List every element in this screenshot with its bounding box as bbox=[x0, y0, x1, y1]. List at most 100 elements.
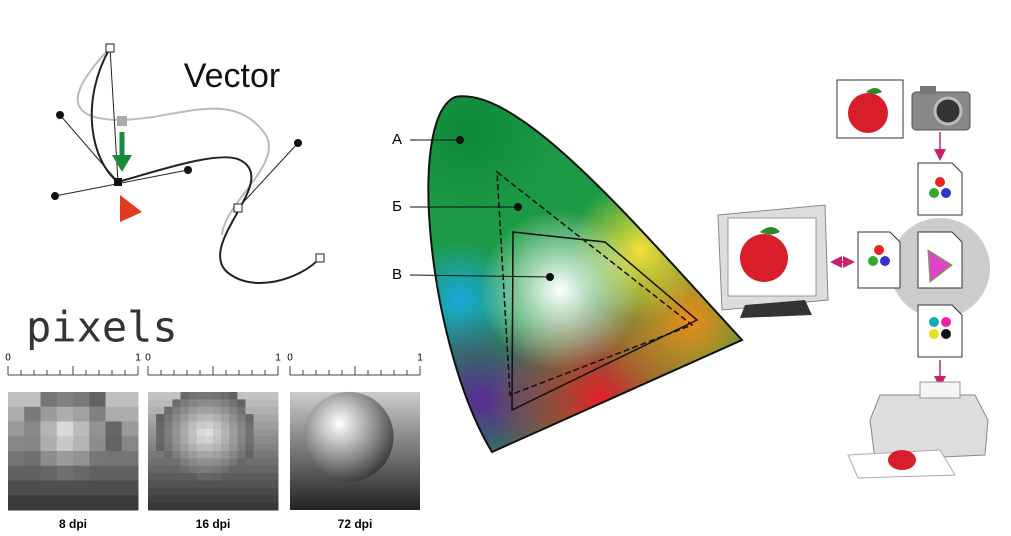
pixel bbox=[221, 473, 230, 481]
pixel bbox=[24, 451, 41, 466]
pixel bbox=[189, 451, 198, 459]
pixel bbox=[205, 451, 214, 459]
pixel bbox=[122, 495, 139, 510]
pixel bbox=[197, 422, 206, 430]
pixel bbox=[270, 399, 279, 407]
pixel bbox=[246, 407, 255, 415]
pixel bbox=[262, 414, 271, 422]
pixel bbox=[89, 481, 106, 496]
pixel bbox=[164, 444, 173, 452]
pixel bbox=[205, 414, 214, 422]
pixel bbox=[41, 407, 58, 422]
pixel bbox=[24, 392, 41, 407]
pixel bbox=[73, 436, 90, 451]
pixel bbox=[164, 458, 173, 466]
pixel bbox=[237, 495, 246, 503]
pixel bbox=[205, 481, 214, 489]
pixel bbox=[262, 399, 271, 407]
pixel bbox=[246, 436, 255, 444]
pixel bbox=[213, 495, 222, 503]
pixel bbox=[197, 503, 206, 511]
pixel bbox=[254, 407, 263, 415]
pixel bbox=[237, 488, 246, 496]
pixel bbox=[213, 436, 222, 444]
pixel bbox=[213, 466, 222, 474]
pixel bbox=[246, 444, 255, 452]
pixel bbox=[229, 392, 238, 400]
pixel bbox=[270, 436, 279, 444]
pixel bbox=[172, 473, 181, 481]
pixel bbox=[221, 414, 230, 422]
pixel bbox=[156, 414, 165, 422]
pixel bbox=[156, 444, 165, 452]
pixel bbox=[221, 444, 230, 452]
pixel bbox=[270, 473, 279, 481]
pixel bbox=[229, 488, 238, 496]
pixel bbox=[41, 422, 58, 437]
pixel bbox=[172, 481, 181, 489]
pixel bbox=[246, 466, 255, 474]
pixel bbox=[181, 399, 190, 407]
pixel bbox=[8, 407, 25, 422]
pixel bbox=[164, 503, 173, 511]
pixel bbox=[122, 422, 139, 437]
ruler-label: 1 bbox=[275, 353, 281, 364]
pixel bbox=[57, 495, 74, 510]
pixel bbox=[189, 503, 198, 511]
pixel bbox=[148, 503, 157, 511]
pixel bbox=[197, 392, 206, 400]
pixel bbox=[8, 466, 25, 481]
pixel bbox=[156, 407, 165, 415]
pixel bbox=[197, 458, 206, 466]
pixel bbox=[237, 481, 246, 489]
pixel bbox=[156, 429, 165, 437]
pixel bbox=[197, 436, 206, 444]
pixel bbox=[229, 503, 238, 511]
pixel bbox=[148, 444, 157, 452]
pixel bbox=[262, 444, 271, 452]
pixel bbox=[172, 466, 181, 474]
pixel bbox=[205, 436, 214, 444]
pixel bbox=[156, 481, 165, 489]
pixel bbox=[197, 429, 206, 437]
pixel bbox=[213, 392, 222, 400]
pixel bbox=[237, 503, 246, 511]
pixel bbox=[229, 473, 238, 481]
pixel bbox=[41, 466, 58, 481]
pixel bbox=[270, 458, 279, 466]
pixel bbox=[156, 503, 165, 511]
pixel bbox=[205, 458, 214, 466]
pixel bbox=[213, 503, 222, 511]
pixel bbox=[262, 392, 271, 400]
pixel bbox=[246, 399, 255, 407]
pixel bbox=[57, 451, 74, 466]
pixel bbox=[57, 407, 74, 422]
pixel bbox=[221, 407, 230, 415]
pixel bbox=[8, 392, 25, 407]
pixel bbox=[237, 444, 246, 452]
pixel bbox=[156, 422, 165, 430]
pixel bbox=[41, 451, 58, 466]
pixel bbox=[172, 436, 181, 444]
pixel-panels: 018 dpi0116 dpi0172 dpi bbox=[5, 353, 423, 532]
pixel bbox=[205, 495, 214, 503]
dpi-label: 16 dpi bbox=[196, 517, 231, 531]
pixel bbox=[189, 407, 198, 415]
pixel bbox=[24, 407, 41, 422]
pixel bbox=[164, 414, 173, 422]
pixel bbox=[181, 503, 190, 511]
pixel bbox=[213, 407, 222, 415]
pixel bbox=[205, 399, 214, 407]
pixel bbox=[172, 414, 181, 422]
pixel bbox=[181, 451, 190, 459]
pixel bbox=[8, 481, 25, 496]
pixel bbox=[221, 436, 230, 444]
pixel bbox=[172, 458, 181, 466]
pixel bbox=[8, 422, 25, 437]
pixel bbox=[197, 481, 206, 489]
pixel bbox=[262, 422, 271, 430]
pixel bbox=[122, 451, 139, 466]
pixel bbox=[270, 481, 279, 489]
pixel bbox=[262, 481, 271, 489]
pixel bbox=[122, 407, 139, 422]
